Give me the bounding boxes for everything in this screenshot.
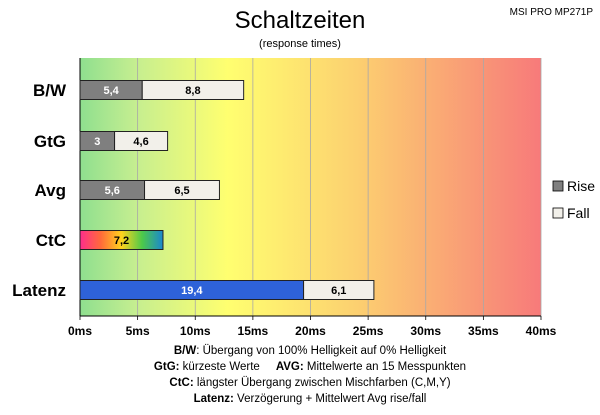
x-tick-label: 35ms	[468, 324, 499, 338]
note-bw: B/W: Übergang von 100% Helligkeit auf 0%…	[173, 345, 447, 357]
bar-fall	[114, 131, 169, 151]
bar-label-fall: 4,6	[133, 136, 148, 148]
legend-label-fall: Fall	[567, 205, 590, 221]
legend-notes: B/W: Übergang von 100% Helligkeit auf 0%…	[60, 343, 560, 407]
x-axis: 0ms 5ms 10ms 15ms 20ms 25ms 30ms 35ms 40ms	[68, 58, 557, 338]
legend: Rise Fall	[552, 178, 595, 221]
bars-group: 5,4 8,8 3 4,6 5,6 6,5 7,2 19,4 6,1	[79, 80, 375, 300]
chart-title: Schaltzeiten	[235, 7, 366, 34]
chart-subtitle: (response times)	[259, 38, 341, 50]
bar-label-rise: 19,4	[181, 285, 203, 297]
bar-fall	[303, 280, 375, 300]
x-tick-label: 30ms	[410, 324, 441, 338]
note-ctc: CtC: längster Übergang zwischen Mischfar…	[169, 377, 451, 389]
category-labels: B/W GtG Avg CtC Latenz	[12, 81, 67, 300]
x-tick-label: 25ms	[353, 324, 384, 338]
category-label: Latenz	[12, 281, 66, 300]
x-tick-label: 10ms	[180, 324, 211, 338]
bar-label-fall: 8,8	[185, 85, 200, 97]
legend-swatch-rise	[552, 180, 564, 192]
x-tick-label: 40ms	[526, 324, 557, 338]
bar-label-rise: 5,6	[105, 185, 120, 197]
bar-label-ctc: 7,2	[114, 235, 129, 247]
x-tick-label: 0ms	[68, 324, 92, 338]
x-tick-label: 15ms	[238, 324, 269, 338]
x-tick-label: 5ms	[126, 324, 150, 338]
category-label: B/W	[33, 81, 67, 100]
x-tick-label: 20ms	[295, 324, 326, 338]
note-latenz: Latenz: Verzögerung + Mittelwert Avg ris…	[193, 393, 427, 405]
bar-fall	[144, 180, 220, 200]
legend-swatch-fall	[552, 207, 564, 219]
category-label: GtG	[34, 132, 66, 151]
bar-ctc	[79, 230, 164, 250]
bar-fall	[141, 80, 245, 100]
bar-label-rise: 5,4	[103, 85, 119, 97]
category-label: CtC	[36, 231, 66, 250]
note-gtg-avg: GtG: kürzeste Werte AVG: Mittelwerte an 1…	[153, 361, 467, 373]
grid-lines	[79, 58, 542, 316]
legend-label-rise: Rise	[567, 178, 595, 194]
monitor-model-label: MSI PRO MP271P	[510, 7, 594, 18]
bar-label-fall: 6,5	[174, 185, 189, 197]
bar-label-fall: 6,1	[331, 285, 346, 297]
bar-label-rise: 3	[94, 136, 100, 148]
category-label: Avg	[35, 181, 67, 200]
